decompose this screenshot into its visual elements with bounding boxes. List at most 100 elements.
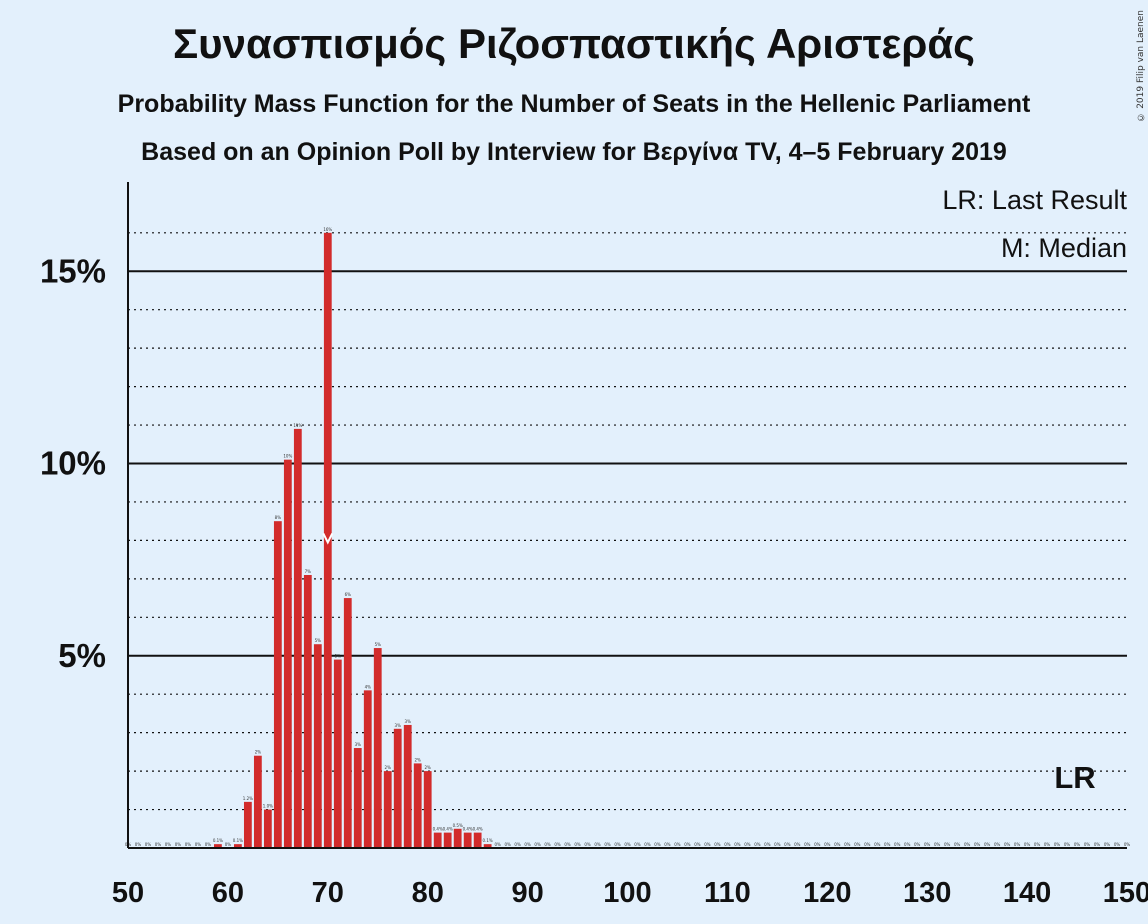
zero-label-55: 0% bbox=[175, 842, 182, 847]
zero-label-115: 0% bbox=[774, 842, 781, 847]
zero-label-101: 0% bbox=[634, 842, 641, 847]
x-tick-label: 150 bbox=[1103, 877, 1148, 909]
bar-label-63: 2% bbox=[255, 750, 262, 755]
zero-label-133: 0% bbox=[954, 842, 961, 847]
zero-label-126: 0% bbox=[884, 842, 891, 847]
zero-label-117: 0% bbox=[794, 842, 801, 847]
x-tick-label: 80 bbox=[412, 877, 444, 909]
bar-label-84: 0.4% bbox=[463, 827, 473, 832]
bar-label-64: 1.0% bbox=[263, 804, 273, 809]
zero-label-92: 0% bbox=[544, 842, 551, 847]
zero-label-103: 0% bbox=[654, 842, 661, 847]
zero-label-148: 0% bbox=[1104, 842, 1111, 847]
bar-seat-67 bbox=[293, 428, 302, 848]
zero-label-129: 0% bbox=[914, 842, 921, 847]
bar-label-83: 0.5% bbox=[453, 823, 463, 828]
zero-label-89: 0% bbox=[514, 842, 521, 847]
zero-label-137: 0% bbox=[994, 842, 1001, 847]
chart-source: Based on an Opinion Poll by Interview fo… bbox=[141, 138, 1007, 166]
bar-seat-63 bbox=[253, 755, 262, 848]
zero-label-52: 0% bbox=[145, 842, 152, 847]
bars-group: 0.1% 0.1% 1.2% 2% 1.0% 8% 10% 11% 7% 5% 16% 5% 6% 3% 4… bbox=[213, 227, 493, 849]
zero-label-131: 0% bbox=[934, 842, 941, 847]
x-tick-label: 60 bbox=[212, 877, 244, 909]
zero-label-135: 0% bbox=[974, 842, 981, 847]
zero-label-120: 0% bbox=[824, 842, 831, 847]
bar-seat-61 bbox=[233, 844, 242, 848]
bar-seat-66 bbox=[283, 459, 292, 848]
zero-label-111: 0% bbox=[734, 842, 741, 847]
zero-label-124: 0% bbox=[864, 842, 871, 847]
zero-label-107: 0% bbox=[694, 842, 701, 847]
bar-label-69: 5% bbox=[315, 638, 322, 643]
zero-label-128: 0% bbox=[904, 842, 911, 847]
zero-label-116: 0% bbox=[784, 842, 791, 847]
zero-label-87: 0% bbox=[494, 842, 501, 847]
zero-label-114: 0% bbox=[764, 842, 771, 847]
bar-seat-74 bbox=[363, 690, 372, 848]
bar-seat-65 bbox=[273, 521, 282, 848]
zero-label-118: 0% bbox=[804, 842, 811, 847]
y-tick-label: 5% bbox=[58, 637, 106, 674]
chart-title: Συνασπισμός Ριζοσπαστικής Αριστεράς bbox=[172, 20, 976, 67]
zero-label-53: 0% bbox=[155, 842, 162, 847]
zero-label-104: 0% bbox=[664, 842, 671, 847]
zero-label-112: 0% bbox=[744, 842, 751, 847]
bar-seat-75 bbox=[373, 648, 382, 848]
bar-label-67: 11% bbox=[293, 423, 302, 428]
bar-label-70: 16% bbox=[323, 227, 332, 232]
x-tick-label: 140 bbox=[1003, 877, 1051, 909]
bar-seat-77 bbox=[393, 728, 402, 848]
x-tick-label: 110 bbox=[704, 877, 751, 909]
bar-label-78: 3% bbox=[405, 719, 412, 724]
median-marker bbox=[322, 532, 334, 545]
bar-label-73: 3% bbox=[355, 742, 362, 747]
axes-group: 5% 10% 15% 50 60 70 80 90 100 110 120 130 140 150 bbox=[40, 182, 1148, 909]
zero-label-123: 0% bbox=[854, 842, 861, 847]
zero-label-132: 0% bbox=[944, 842, 951, 847]
zero-label-108: 0% bbox=[704, 842, 711, 847]
zero-label-147: 0% bbox=[1094, 842, 1101, 847]
x-tick-label: 90 bbox=[511, 877, 543, 909]
bar-seat-59 bbox=[214, 844, 222, 848]
zero-label-143: 0% bbox=[1054, 842, 1061, 847]
zero-label-144: 0% bbox=[1064, 842, 1071, 847]
zero-label-136: 0% bbox=[984, 842, 991, 847]
y-tick-label: 10% bbox=[40, 445, 106, 482]
bar-label-62: 1.2% bbox=[243, 796, 253, 801]
zero-label-58: 0% bbox=[205, 842, 212, 847]
bar-label-77: 3% bbox=[395, 723, 402, 728]
x-tick-label: 100 bbox=[603, 877, 651, 909]
bar-seat-76 bbox=[383, 771, 392, 848]
bar-seat-71 bbox=[333, 659, 342, 848]
bar-seat-64 bbox=[263, 809, 272, 848]
zero-label-138: 0% bbox=[1004, 842, 1011, 847]
zero-label-130: 0% bbox=[924, 842, 931, 847]
zero-label-60: 0% bbox=[225, 842, 232, 847]
bar-label-85: 0.4% bbox=[473, 827, 483, 832]
bar-seat-78 bbox=[403, 724, 412, 848]
zero-label-105: 0% bbox=[674, 842, 681, 847]
zero-label-109: 0% bbox=[714, 842, 721, 847]
zero-label-145: 0% bbox=[1074, 842, 1081, 847]
zero-label-110: 0% bbox=[724, 842, 731, 847]
bar-label-76: 2% bbox=[385, 765, 392, 770]
bar-label-86: 0.1% bbox=[483, 838, 493, 843]
bar-label-82: 0.4% bbox=[443, 827, 453, 832]
bar-seat-68 bbox=[303, 575, 312, 848]
zero-label-122: 0% bbox=[844, 842, 851, 847]
bar-label-65: 8% bbox=[275, 515, 282, 520]
zero-label-141: 0% bbox=[1034, 842, 1041, 847]
bar-label-81: 0.4% bbox=[433, 827, 443, 832]
zero-label-94: 0% bbox=[564, 842, 571, 847]
zero-label-121: 0% bbox=[834, 842, 841, 847]
zero-label-95: 0% bbox=[574, 842, 581, 847]
bar-label-66: 10% bbox=[283, 454, 292, 459]
bar-seat-80 bbox=[423, 771, 432, 848]
y-tick-label: 15% bbox=[40, 252, 106, 289]
x-tick-label: 70 bbox=[312, 877, 344, 909]
zero-label-96: 0% bbox=[584, 842, 591, 847]
zero-label-56: 0% bbox=[185, 842, 192, 847]
zero-label-149: 0% bbox=[1114, 842, 1121, 847]
